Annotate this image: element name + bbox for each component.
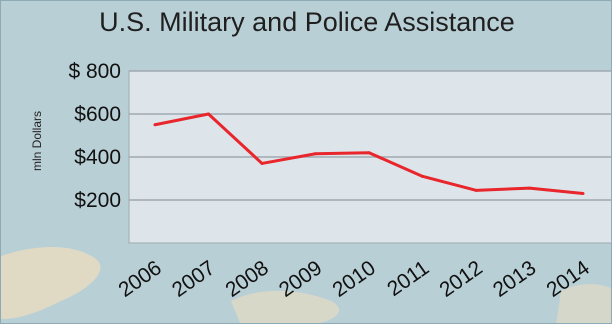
data-point: [581, 192, 585, 196]
series-group: [153, 112, 585, 196]
y-tick-label: $200: [74, 189, 121, 212]
y-tick-label: $ 800: [68, 60, 121, 83]
x-tick-label: 2007: [168, 256, 219, 302]
chart-title: U.S. Military and Police Assistance: [99, 7, 515, 37]
data-point: [314, 152, 317, 156]
x-tick-label: 2008: [221, 256, 272, 302]
x-tick-labels: 2006 2007 2008 2009 2010 2011 2012 2013 2014: [114, 256, 594, 302]
x-tick-label: 2011: [383, 256, 433, 301]
data-point: [528, 186, 531, 190]
data-point: [260, 161, 264, 165]
x-tick-label: 2014: [542, 256, 594, 302]
x-tick-label: 2006: [114, 256, 165, 302]
x-tick-label: 2013: [489, 256, 540, 302]
data-point: [367, 151, 371, 155]
data-point: [474, 188, 478, 192]
x-tick-label: 2010: [328, 256, 379, 302]
y-tick-label: $400: [74, 146, 121, 169]
data-point: [421, 174, 424, 178]
y-axis-label: mln Dollars: [30, 111, 44, 171]
data-point: [207, 112, 210, 116]
x-tick-label: 2009: [275, 256, 326, 302]
x-tick-label: 2012: [435, 256, 486, 302]
y-tick-labels: $200 $400 $600 $ 800: [68, 60, 121, 212]
y-tick-label: $600: [74, 103, 121, 126]
data-point: [153, 123, 157, 127]
